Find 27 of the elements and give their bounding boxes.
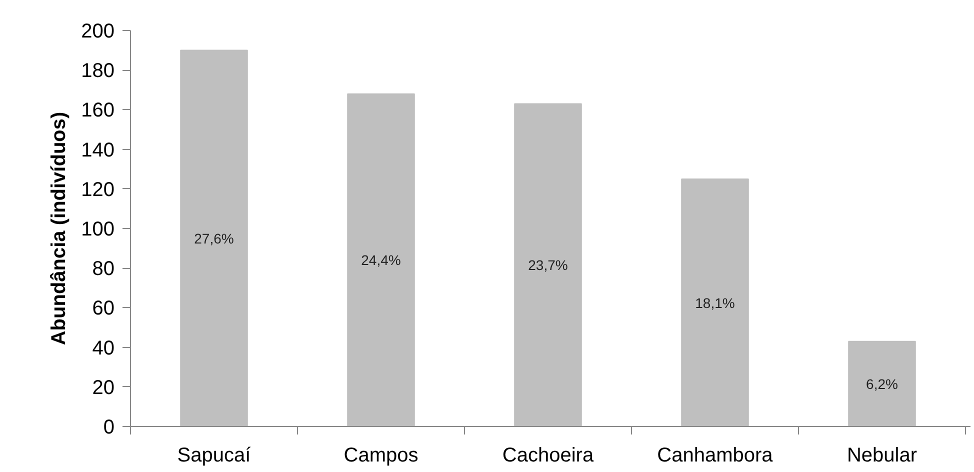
y-tick-label: 140 bbox=[81, 139, 115, 162]
y-tick-label: 40 bbox=[92, 337, 115, 360]
bar bbox=[848, 340, 916, 426]
annotation: 27,6% bbox=[194, 230, 234, 246]
y-tick-label: 120 bbox=[81, 178, 115, 201]
bar bbox=[681, 178, 749, 426]
y-tick-label: 100 bbox=[81, 218, 115, 240]
x-tick-label: Campos bbox=[344, 444, 418, 466]
x-tick-label: Nebular bbox=[846, 444, 918, 466]
annotation: 6,2% bbox=[866, 376, 898, 392]
x-tick-label: Sapucaí bbox=[177, 444, 252, 466]
x-tick-label: Cachoeira bbox=[502, 444, 594, 466]
y-tick-label: 60 bbox=[92, 298, 115, 320]
annotation: 23,7% bbox=[528, 257, 568, 274]
y-tick-label: 160 bbox=[81, 100, 115, 122]
y-tick-label: 200 bbox=[81, 20, 115, 42]
y-axis-title: Abundância (indivíduos) bbox=[48, 112, 70, 346]
bar bbox=[514, 103, 582, 426]
bar bbox=[347, 93, 415, 426]
y-tick-label: 80 bbox=[92, 258, 115, 280]
x-tick-label: Canhambora bbox=[657, 444, 774, 466]
bar bbox=[180, 50, 248, 426]
annotation: 24,4% bbox=[361, 252, 401, 268]
y-tick-label: 0 bbox=[103, 416, 114, 438]
y-tick-label: 20 bbox=[92, 376, 115, 399]
y-tick-label: 180 bbox=[81, 60, 115, 82]
annotation: 18,1% bbox=[695, 294, 735, 311]
